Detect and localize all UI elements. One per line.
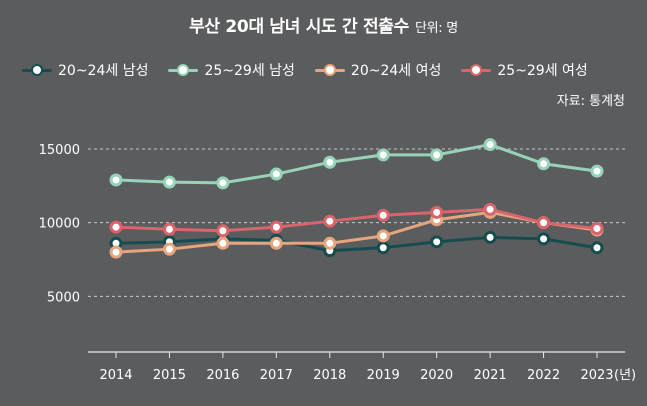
x-unit-label: (년) [614, 368, 636, 383]
data-point [109, 245, 123, 259]
x-tick-label: 2019 [367, 368, 400, 383]
legend-label: 20~24세 여성 [350, 63, 442, 79]
data-point [430, 205, 444, 219]
data-point [109, 220, 123, 234]
series-4 [109, 202, 604, 238]
x-tick-label: 2023 [580, 368, 613, 383]
legend-label: 25~29세 여성 [497, 63, 588, 79]
unit-label: 단위: 명 [414, 21, 458, 36]
data-point [216, 236, 230, 250]
x-tick-label: 2018 [313, 368, 346, 383]
y-tick-label: 15000 [39, 143, 80, 158]
legend-item-female-25-29: 25~29세 여성 [461, 60, 588, 80]
x-tick-label: 2015 [153, 368, 186, 383]
legend-item-male-20-24: 20~24세 남성 [22, 60, 148, 80]
data-point [323, 236, 337, 250]
x-tick-label: 2022 [527, 368, 560, 383]
series-2 [109, 138, 604, 190]
x-tick-label: 2014 [99, 368, 132, 383]
data-point [590, 222, 604, 236]
x-tick-label: 2017 [260, 368, 293, 383]
legend: 20~24세 남성 25~29세 남성 20~24세 여성 25~29세 여성 [22, 60, 637, 80]
data-point [109, 173, 123, 187]
data-point [162, 222, 176, 236]
chart-title: 부산 20대 남녀 시도 간 전출수 [189, 17, 409, 37]
data-point [430, 235, 444, 249]
x-tick-label: 2021 [474, 368, 507, 383]
data-point [483, 138, 497, 152]
legend-item-male-25-29: 25~29세 남성 [168, 60, 295, 80]
legend-label: 25~29세 남성 [204, 63, 295, 79]
series-line [115, 143, 598, 185]
data-point [537, 157, 551, 171]
series-line [115, 235, 598, 253]
data-point [269, 220, 283, 234]
series-1 [109, 230, 604, 258]
data-point [537, 232, 551, 246]
data-point [590, 241, 604, 255]
legend-label: 20~24세 남성 [58, 63, 149, 79]
data-point [162, 175, 176, 189]
data-point [590, 164, 604, 178]
legend-swatch [461, 64, 492, 76]
series-line [115, 207, 598, 233]
data-point [323, 214, 337, 228]
y-tick-label: 10000 [39, 217, 80, 232]
data-point [216, 224, 230, 238]
data-point [376, 208, 390, 222]
legend-swatch [168, 64, 199, 76]
legend-item-female-20-24: 20~24세 여성 [314, 60, 442, 80]
y-axis: 5000 10000 15000 [39, 143, 80, 305]
legend-swatch [314, 64, 345, 76]
source-note: 자료: 통계청 [556, 94, 625, 109]
data-point [216, 176, 230, 190]
series-layer [109, 138, 604, 259]
x-tick-label: 2020 [420, 368, 453, 383]
x-axis: 2014 2015 2016 2017 2018 2019 2020 2021 2022 2023… [88, 351, 636, 383]
data-point [376, 148, 390, 162]
data-point [376, 229, 390, 243]
data-point [376, 241, 390, 255]
data-point [483, 202, 497, 216]
data-point [269, 236, 283, 250]
legend-swatch [22, 64, 52, 76]
data-point [537, 216, 551, 230]
data-point [430, 148, 444, 162]
chart-title-block: 부산 20대 남녀 시도 간 전출수 단위: 명 [0, 12, 647, 37]
data-point [162, 242, 176, 256]
data-point [269, 167, 283, 181]
y-tick-label: 5000 [47, 290, 80, 305]
x-tick-label: 2016 [206, 368, 239, 383]
data-point [483, 230, 497, 244]
data-point [323, 155, 337, 169]
